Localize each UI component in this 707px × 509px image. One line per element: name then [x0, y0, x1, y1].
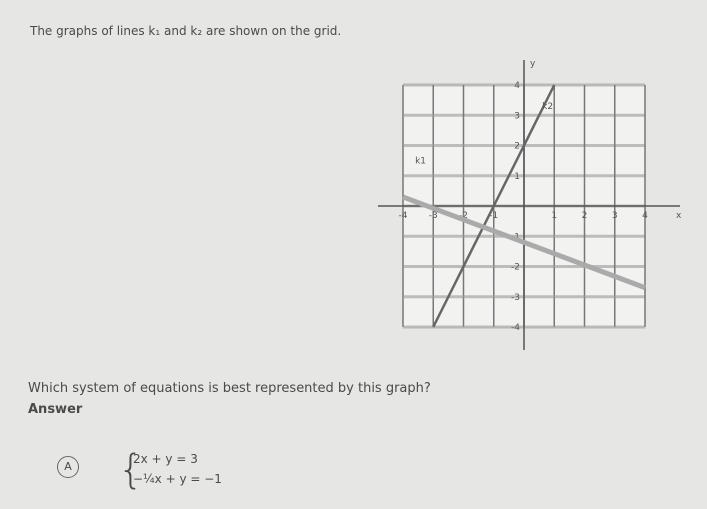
prompt: Which system of equations is best repres… — [28, 381, 431, 396]
line-label: k1 — [415, 157, 426, 167]
option-button[interactable]: A — [57, 456, 79, 478]
x-tick-label: -1 — [489, 211, 498, 221]
brace: { — [118, 447, 144, 493]
answer-label: Answer — [28, 402, 83, 417]
question: The graphs of lines k₁ and k₂ are shown … — [30, 24, 342, 38]
x-tick-label: 1 — [551, 211, 557, 221]
y-tick-label: -3 — [511, 293, 520, 303]
x-tick-label: 2 — [582, 211, 588, 221]
line-label: k2 — [542, 102, 553, 112]
y-tick-label: 1 — [514, 172, 520, 182]
line-k1 — [432, 84, 556, 328]
x-tick-label: -3 — [429, 211, 438, 221]
y-tick-label: -4 — [511, 323, 520, 333]
x-tick-label: 4 — [642, 211, 648, 221]
y-tick-label: -2 — [511, 263, 520, 273]
equation: −¼x + y = −1 — [133, 472, 222, 486]
x-tick-label: -2 — [459, 211, 468, 221]
y-tick-label: 3 — [514, 111, 520, 121]
y-tick-label: 2 — [514, 142, 520, 152]
y-tick-label: 4 — [514, 81, 520, 91]
axis-label: y — [530, 59, 536, 69]
x-tick-label: 3 — [612, 211, 618, 221]
equation: 2x + y = 3 — [133, 452, 198, 466]
x-tick-label: -4 — [399, 211, 408, 221]
axis-label: x — [676, 211, 682, 221]
line-k2 — [402, 194, 646, 291]
